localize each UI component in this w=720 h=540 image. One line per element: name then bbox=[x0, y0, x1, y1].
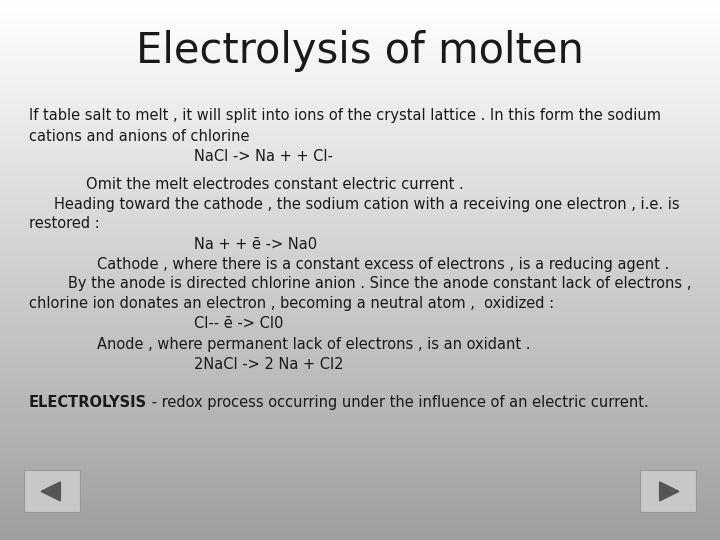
Text: Anode , where permanent lack of electrons , is an oxidant .: Anode , where permanent lack of electron… bbox=[97, 337, 531, 352]
Text: By the anode is directed chlorine anion . Since the anode constant lack of elect: By the anode is directed chlorine anion … bbox=[68, 276, 692, 292]
Text: - redox process occurring under the influence of an electric current.: - redox process occurring under the infl… bbox=[147, 395, 649, 410]
Polygon shape bbox=[41, 482, 60, 501]
Text: 2NaCl -> 2 Na + Cl2: 2NaCl -> 2 Na + Cl2 bbox=[194, 357, 344, 372]
Polygon shape bbox=[660, 482, 679, 501]
Text: restored :: restored : bbox=[29, 216, 99, 231]
Text: If table salt to melt , it will split into ions of the crystal lattice . In this: If table salt to melt , it will split in… bbox=[29, 108, 661, 123]
FancyBboxPatch shape bbox=[640, 470, 696, 512]
Text: Omit the melt electrodes constant electric current .: Omit the melt electrodes constant electr… bbox=[86, 177, 464, 192]
Text: Cathode , where there is a constant excess of electrons , is a reducing agent .: Cathode , where there is a constant exce… bbox=[97, 256, 670, 272]
Text: Heading toward the cathode , the sodium cation with a receiving one electron , i: Heading toward the cathode , the sodium … bbox=[54, 197, 680, 212]
Text: ELECTROLYSIS: ELECTROLYSIS bbox=[29, 395, 147, 410]
Text: NaCl -> Na + + Cl-: NaCl -> Na + + Cl- bbox=[194, 149, 333, 164]
Text: Cl-- ē -> Cl0: Cl-- ē -> Cl0 bbox=[194, 316, 284, 332]
FancyBboxPatch shape bbox=[24, 470, 80, 512]
Text: cations and anions of chlorine: cations and anions of chlorine bbox=[29, 129, 249, 144]
Text: Na + + ē -> Na0: Na + + ē -> Na0 bbox=[194, 237, 318, 252]
Text: chlorine ion donates an electron , becoming a neutral atom ,  oxidized :: chlorine ion donates an electron , becom… bbox=[29, 296, 554, 312]
Text: Electrolysis of molten: Electrolysis of molten bbox=[136, 30, 584, 72]
